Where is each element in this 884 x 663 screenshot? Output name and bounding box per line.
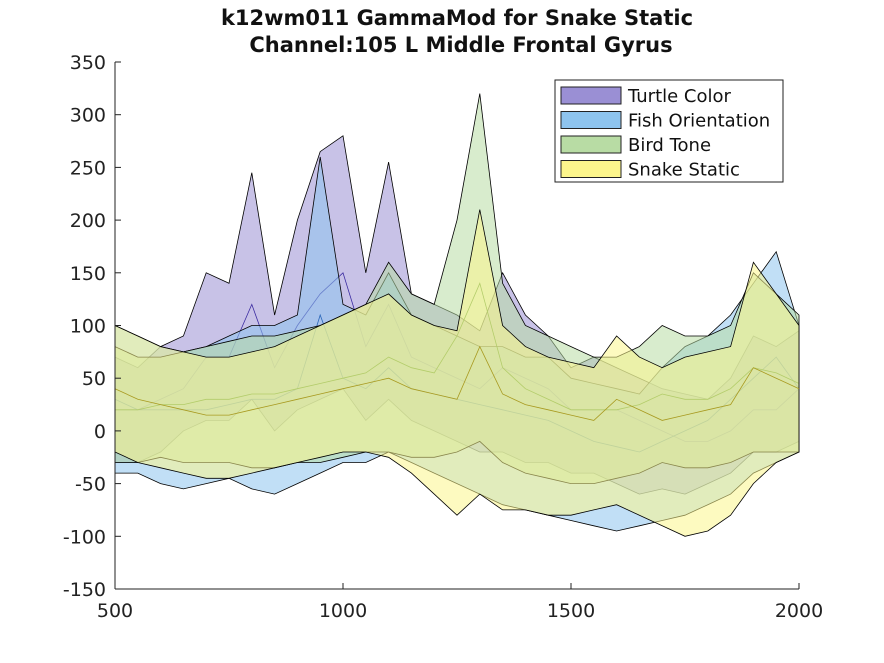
legend: Turtle Color Fish Orientation Bird Tone Sna… [554, 79, 784, 183]
y-tick-label: -50 [75, 474, 106, 496]
chart-title: k12wm011 GammaMod for Snake Static [221, 6, 693, 30]
x-tick-label: 1500 [547, 600, 595, 622]
legend-swatch-bird-tone [560, 135, 622, 154]
legend-label-turtle-color: Turtle Color [627, 86, 732, 107]
x-tick-label: 1000 [319, 600, 367, 622]
y-tick-label: 150 [70, 263, 106, 285]
legend-label-snake-static: Snake Static [628, 160, 740, 181]
y-tick-label: 350 [70, 52, 106, 74]
y-tick-label: -150 [63, 579, 106, 601]
y-tick-label: 0 [94, 421, 106, 443]
chart-subtitle: Channel:105 L Middle Frontal Gyrus [249, 33, 672, 57]
y-tick-label: -100 [63, 526, 106, 548]
legend-label-fish-orientation: Fish Orientation [628, 111, 770, 132]
series-band-snake-static [114, 209, 800, 537]
y-tick-label: 300 [70, 105, 106, 127]
x-tick-label: 2000 [775, 600, 823, 622]
y-tick-label: 200 [70, 210, 106, 232]
legend-swatch-turtle-color [560, 86, 622, 105]
series-mean-snake-static [114, 345, 800, 421]
series-areas [114, 93, 800, 537]
legend-swatch-snake-static [560, 160, 622, 178]
tick-labels: 500 1000 1500 2000 -150 -100 -50 0 50 100 150 200 25… [63, 52, 823, 622]
y-tick-label: 250 [70, 157, 106, 179]
x-tick-label: 500 [97, 600, 133, 622]
legend-swatch-fish-orientation [560, 111, 622, 129]
legend-label-bird-tone: Bird Tone [628, 135, 711, 156]
y-tick-label: 50 [82, 368, 106, 390]
y-tick-label: 100 [70, 316, 106, 338]
